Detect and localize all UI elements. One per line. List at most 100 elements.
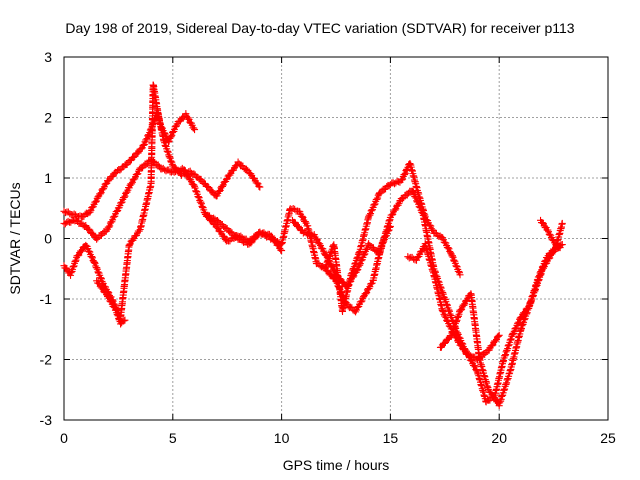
- data-point: [92, 262, 100, 270]
- data-point: [467, 356, 475, 364]
- data-point: [444, 244, 452, 252]
- data-point: [208, 187, 216, 195]
- data-point: [215, 187, 223, 195]
- data-point: [255, 182, 263, 190]
- data-point: [401, 171, 409, 179]
- data-point: [444, 335, 452, 343]
- axis-ticks: [63, 56, 609, 421]
- data-point: [380, 237, 388, 245]
- data-point: [313, 235, 321, 243]
- data-point: [464, 350, 472, 358]
- data-point: [545, 255, 553, 263]
- y-tick-label: 0: [44, 231, 52, 247]
- y-tick-label: 2: [44, 110, 52, 126]
- data-point: [470, 362, 478, 370]
- data-point: [353, 266, 361, 274]
- series-track-j: [537, 216, 564, 252]
- data-point: [191, 126, 199, 134]
- x-tick-label: 0: [60, 430, 68, 446]
- x-tick-label: 20: [491, 430, 507, 446]
- data-point: [222, 175, 230, 183]
- data-point: [105, 223, 113, 231]
- data-point: [97, 274, 105, 282]
- data-point: [98, 284, 106, 292]
- data-point: [72, 211, 80, 219]
- data-point: [327, 271, 335, 279]
- data-point: [256, 183, 264, 191]
- data-point: [198, 202, 206, 210]
- data-point: [294, 222, 302, 230]
- data-point: [450, 256, 458, 264]
- data-point: [417, 247, 425, 255]
- data-point: [214, 217, 222, 225]
- y-tick-labels: -3 -2 -1 0 1 2 3: [40, 49, 53, 428]
- data-point: [388, 211, 396, 219]
- data-point: [516, 314, 524, 322]
- data-point: [113, 207, 121, 215]
- data-point: [121, 316, 129, 324]
- data-point: [405, 254, 413, 262]
- data-point: [96, 190, 104, 198]
- data-point: [191, 182, 199, 190]
- data-point: [125, 241, 133, 249]
- data-point: [357, 298, 365, 306]
- data-point: [137, 145, 145, 153]
- data-point: [409, 187, 417, 195]
- series-track-a: [60, 108, 264, 221]
- data-point: [247, 170, 255, 178]
- data-point: [373, 195, 381, 203]
- data-point: [149, 157, 157, 165]
- data-point: [180, 166, 188, 174]
- data-point: [456, 271, 464, 279]
- data-point: [349, 273, 357, 281]
- data-point: [90, 258, 98, 266]
- chart-title: Day 198 of 2019, Sidereal Day-to-day VTE…: [65, 20, 574, 36]
- series-track-b: [60, 81, 199, 320]
- data-point: [90, 258, 98, 266]
- data-point: [77, 247, 85, 255]
- data-point: [85, 247, 93, 255]
- x-tick-label: 5: [169, 430, 177, 446]
- data-point: [362, 290, 370, 298]
- data-point: [128, 180, 136, 188]
- data-point: [226, 171, 234, 179]
- x-tick-labels: 0 5 10 15 20 25: [60, 430, 616, 446]
- data-point: [418, 208, 426, 216]
- data-point: [455, 267, 463, 275]
- data-point: [439, 307, 447, 315]
- data-point: [156, 119, 164, 127]
- data-point: [92, 198, 100, 206]
- data-point: [190, 124, 198, 132]
- data-point: [219, 182, 227, 190]
- data-point: [473, 367, 481, 375]
- data-point: [197, 198, 205, 206]
- data-point: [110, 303, 118, 311]
- data-point: [556, 244, 564, 252]
- data-point: [253, 179, 261, 187]
- data-point: [453, 262, 461, 270]
- data-point: [117, 199, 125, 207]
- data-point: [492, 337, 500, 345]
- data-point: [454, 337, 462, 345]
- data-point: [88, 253, 96, 261]
- data-point: [404, 253, 412, 261]
- data-point: [120, 317, 128, 325]
- data-point: [89, 229, 97, 237]
- data-point: [298, 212, 306, 220]
- data-point: [386, 223, 394, 231]
- data-point: [190, 181, 198, 189]
- data-point: [184, 114, 192, 122]
- data-point: [167, 133, 175, 141]
- data-point: [457, 306, 465, 314]
- data-point: [544, 226, 552, 234]
- data-point: [460, 301, 468, 309]
- data-point: [74, 252, 82, 260]
- series-track-d: [93, 277, 129, 328]
- data-point: [360, 251, 368, 259]
- data-point: [366, 211, 374, 219]
- data-point: [391, 206, 399, 214]
- data-point: [411, 193, 419, 201]
- data-point: [195, 193, 203, 201]
- data-point: [60, 207, 68, 215]
